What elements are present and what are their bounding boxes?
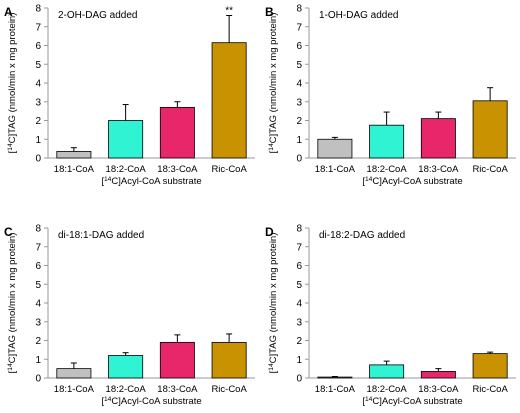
y-tick-label: 2	[296, 336, 302, 347]
y-tick-label: 0	[35, 374, 41, 385]
x-tick-label: 18:1-CoA	[54, 164, 95, 175]
x-tick-label: 18:1-CoA	[315, 384, 356, 395]
chart-panel-c: C 0 1 2 3 4 5 6 7 8 di-18:1-DAG added 18:1-CoA 18:2-…	[4, 224, 255, 408]
panel-letter: A	[4, 5, 13, 19]
bar	[420, 371, 456, 379]
y-tick-label: 2	[35, 336, 41, 347]
x-axis-label: [14C]Acyl-CoA substrate	[362, 396, 462, 408]
bar	[369, 124, 405, 159]
y-tick-label: 0	[296, 154, 302, 165]
panel-title: 1-OH-DAG added	[319, 10, 398, 21]
bar	[317, 376, 353, 379]
bar	[211, 341, 247, 379]
y-tick-label: 5	[35, 60, 41, 71]
y-tick-label: 2	[296, 116, 302, 127]
y-axis-label: [14C]TAG (nmol/min x mg protein)	[7, 13, 19, 154]
y-tick-label: 5	[35, 280, 41, 291]
x-tick-label: 18:3-CoA	[157, 164, 198, 175]
chart-panel-d: D 0 1 2 3 4 5 6 7 8 di-18:2-DAG added 18:1-CoA 18:2-…	[265, 224, 516, 408]
significance-annotation: **	[225, 6, 233, 17]
y-tick-label: 5	[296, 60, 302, 71]
y-axis-label: [14C]TAG (nmol/min x mg protein)	[7, 233, 19, 374]
y-tick-label: 1	[296, 135, 302, 146]
x-axis-label: [14C]Acyl-CoA substrate	[101, 176, 201, 188]
bar	[211, 42, 247, 159]
x-tick-label: Ric-CoA	[211, 164, 247, 175]
panel-letter: D	[265, 225, 274, 239]
x-tick-label: 18:1-CoA	[315, 164, 356, 175]
x-tick-label: Ric-CoA	[472, 384, 508, 395]
x-axis-label: [14C]Acyl-CoA substrate	[362, 176, 462, 188]
y-tick-label: 3	[296, 97, 302, 108]
y-tick-label: 7	[296, 22, 302, 33]
y-tick-label: 3	[35, 97, 41, 108]
y-tick-label: 6	[35, 261, 41, 272]
bar	[420, 118, 456, 159]
y-tick-label: 8	[35, 4, 41, 15]
y-tick-label: 4	[296, 79, 302, 90]
x-tick-label: Ric-CoA	[211, 384, 247, 395]
bar	[56, 151, 92, 159]
x-tick-label: 18:2-CoA	[367, 164, 408, 175]
x-tick-label: 18:3-CoA	[418, 164, 459, 175]
y-tick-label: 4	[296, 299, 302, 310]
bar	[56, 368, 92, 379]
y-tick-label: 0	[296, 374, 302, 385]
panel-title: 2-OH-DAG added	[58, 10, 137, 21]
y-tick-label: 6	[296, 41, 302, 52]
panels: A 0 1 2 3 4 5 6 7 8 2-OH-DAG added 18:1-CoA 18:2-CoA…	[4, 4, 516, 408]
y-tick-label: 8	[35, 224, 41, 235]
panel-letter: B	[265, 5, 274, 19]
y-tick-label: 5	[296, 280, 302, 291]
y-tick-label: 3	[35, 317, 41, 328]
bar	[472, 353, 508, 379]
y-tick-label: 4	[35, 79, 41, 90]
x-tick-label: 18:2-CoA	[367, 384, 408, 395]
bar	[369, 364, 405, 379]
y-tick-label: 1	[35, 135, 41, 146]
x-tick-label: 18:1-CoA	[54, 384, 95, 395]
y-tick-label: 2	[35, 116, 41, 127]
x-axis-label: [14C]Acyl-CoA substrate	[101, 396, 201, 408]
y-tick-label: 1	[35, 355, 41, 366]
bar	[159, 106, 195, 159]
y-tick-label: 0	[35, 154, 41, 165]
x-tick-label: 18:3-CoA	[157, 384, 198, 395]
y-tick-label: 6	[35, 41, 41, 52]
panel-title: di-18:1-DAG added	[58, 230, 144, 241]
y-axis-label: [14C]TAG (nmol/min x mg protein)	[268, 13, 280, 154]
x-tick-label: 18:2-CoA	[106, 384, 147, 395]
bar	[108, 355, 144, 379]
x-tick-label: Ric-CoA	[472, 164, 508, 175]
chart-panel-b: B 0 1 2 3 4 5 6 7 8 1-OH-DAG added 18:1-CoA 18:2-CoA…	[265, 4, 516, 188]
x-tick-label: 18:3-CoA	[418, 384, 459, 395]
panel-title: di-18:2-DAG added	[319, 230, 405, 241]
y-tick-label: 8	[296, 4, 302, 15]
y-tick-label: 6	[296, 261, 302, 272]
y-tick-label: 7	[35, 22, 41, 33]
y-tick-label: 7	[296, 242, 302, 253]
bar	[472, 100, 508, 159]
y-tick-label: 1	[296, 355, 302, 366]
bar	[317, 138, 353, 159]
y-axis-label: [14C]TAG (nmol/min x mg protein)	[268, 233, 280, 374]
y-tick-label: 4	[35, 299, 41, 310]
y-tick-label: 7	[35, 242, 41, 253]
bar	[108, 120, 144, 159]
y-tick-label: 3	[296, 317, 302, 328]
x-tick-label: 18:2-CoA	[106, 164, 147, 175]
y-tick-label: 8	[296, 224, 302, 235]
chart-panel-a: A 0 1 2 3 4 5 6 7 8 2-OH-DAG added 18:1-CoA 18:2-CoA…	[4, 4, 255, 188]
panel-letter: C	[4, 225, 13, 239]
bar	[159, 341, 195, 379]
